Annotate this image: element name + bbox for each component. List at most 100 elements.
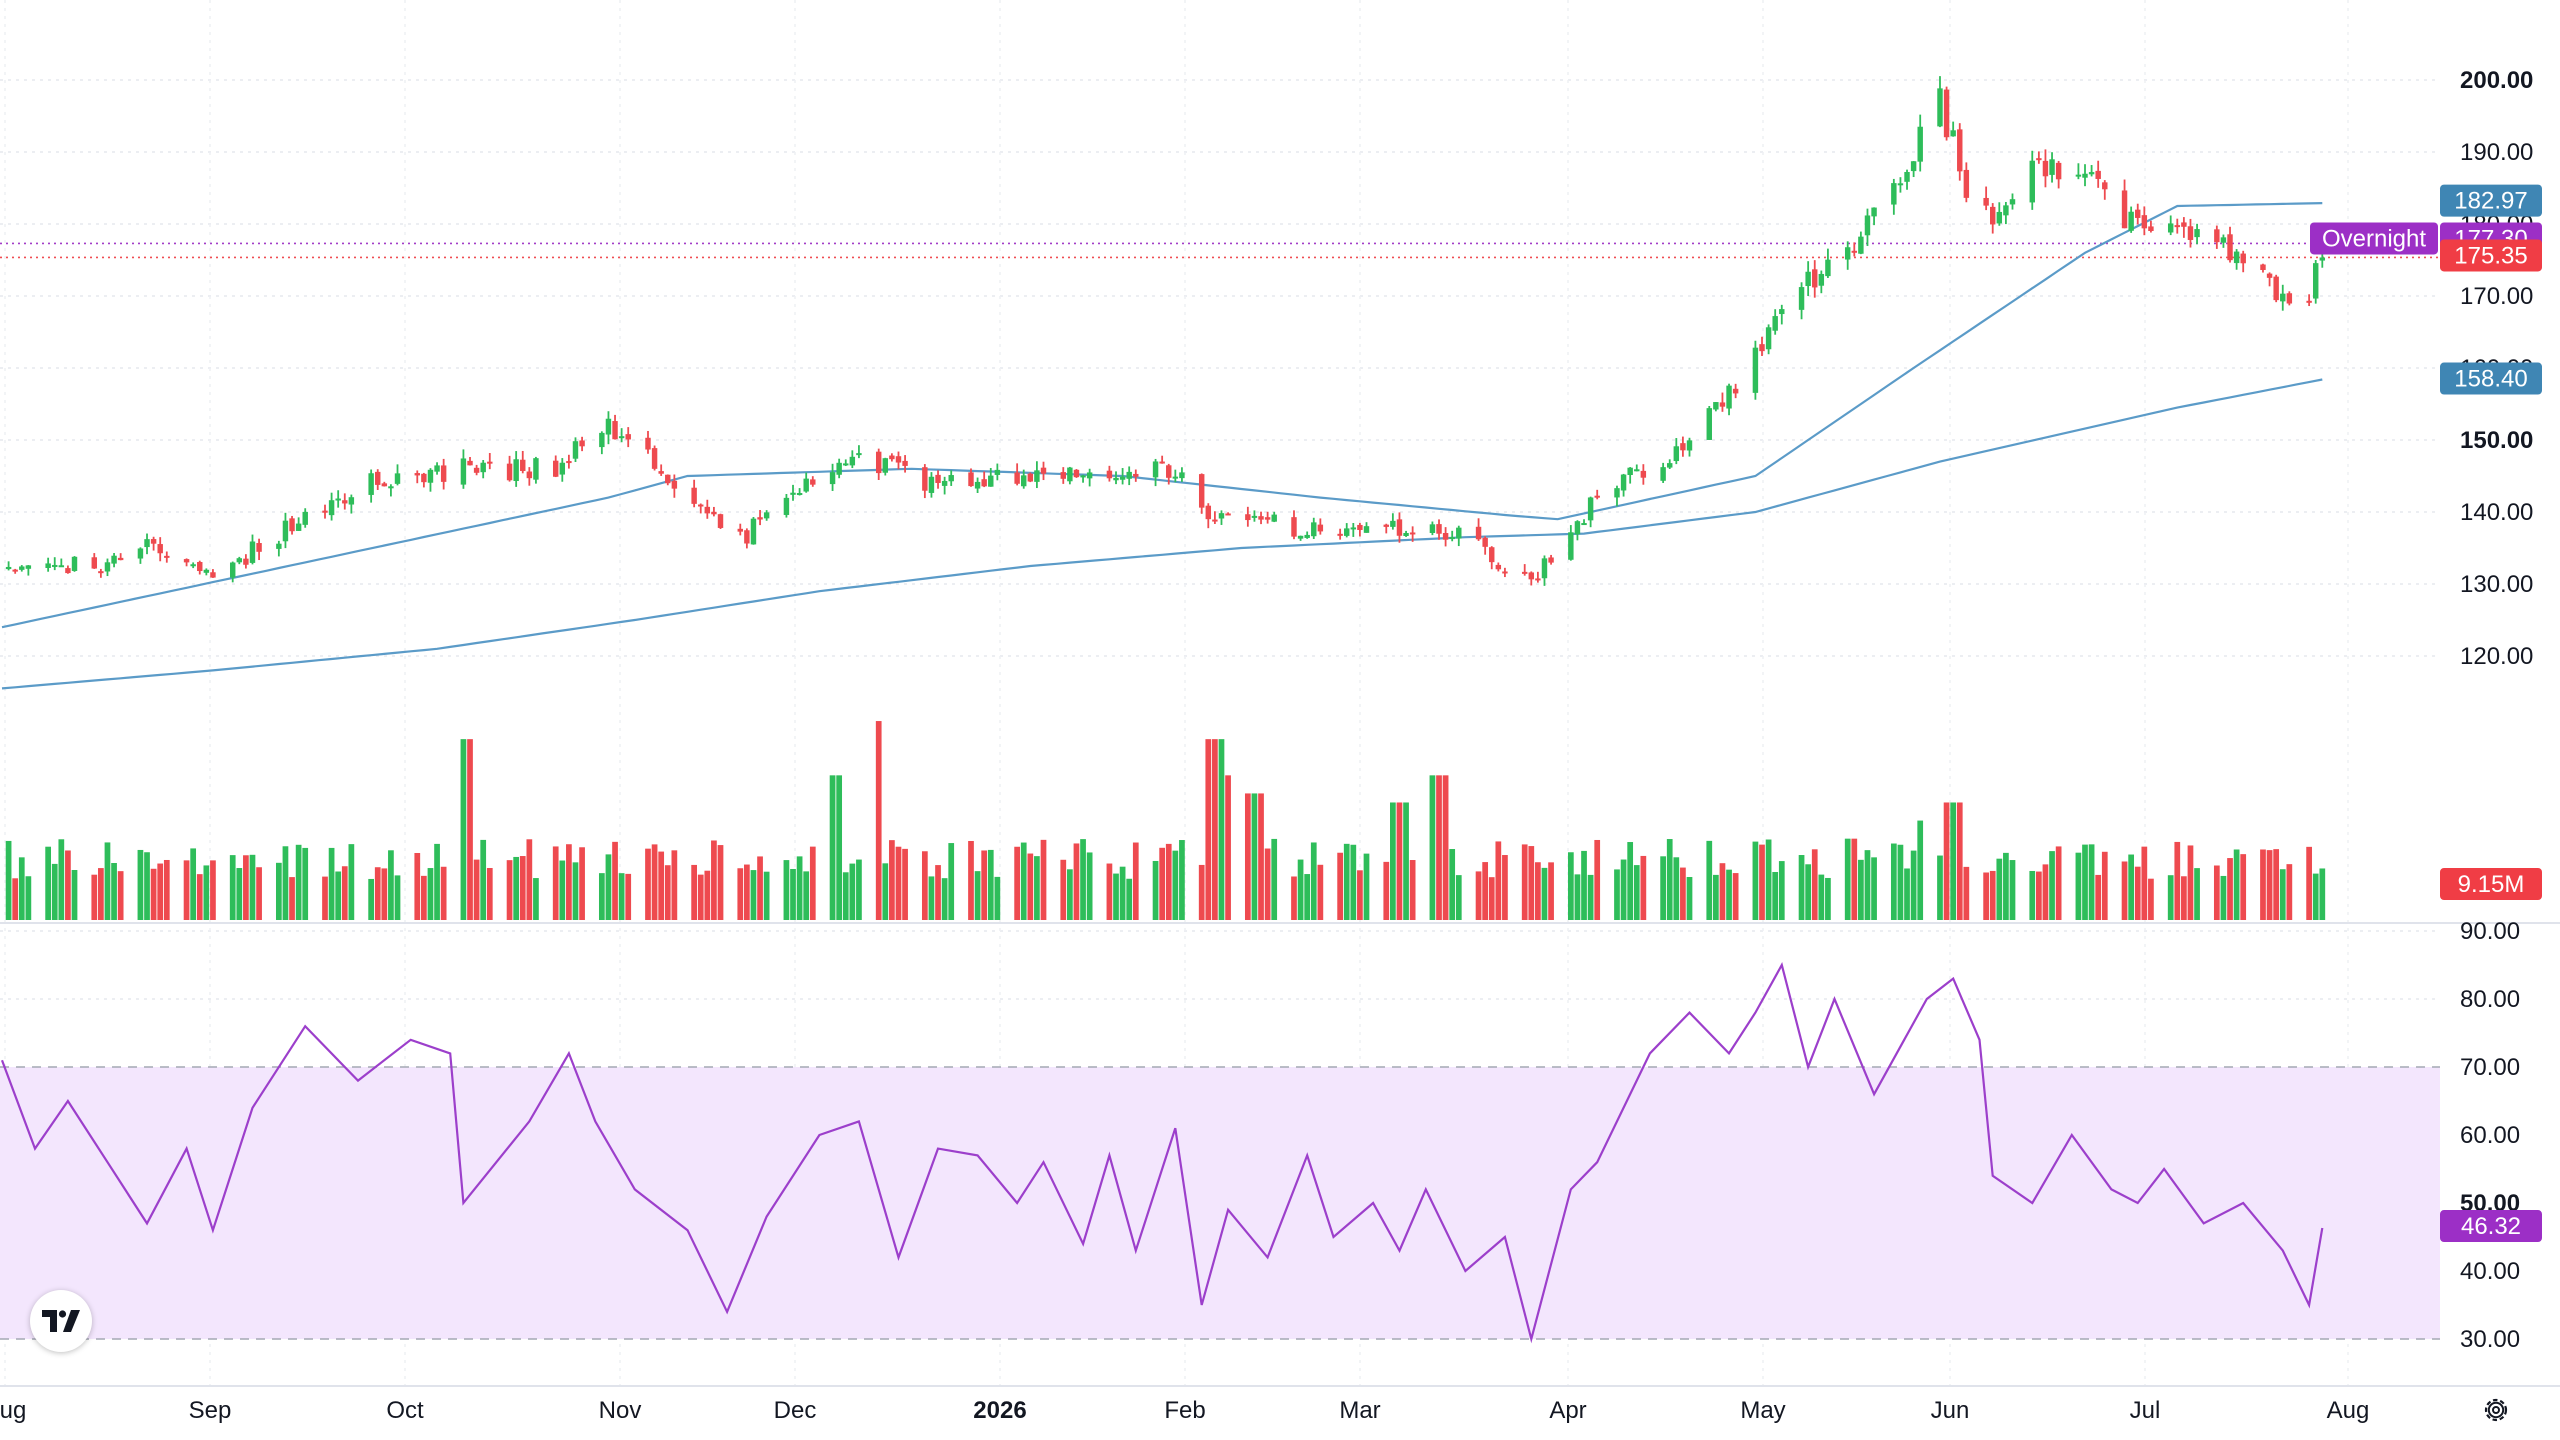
volume-bar bbox=[2260, 849, 2266, 920]
candle-body bbox=[704, 506, 711, 514]
volume-bar bbox=[1956, 802, 1963, 920]
candle-body bbox=[12, 569, 18, 572]
volume-bar bbox=[1119, 866, 1126, 920]
volume-bar bbox=[1020, 842, 1027, 920]
candle-body bbox=[164, 555, 170, 558]
time-label: 2026 bbox=[973, 1397, 1026, 1424]
candle-body bbox=[1027, 473, 1034, 482]
candle-body bbox=[1541, 558, 1548, 579]
volume-bar bbox=[1673, 857, 1680, 920]
volume-bar bbox=[744, 864, 750, 920]
candle bbox=[717, 513, 724, 529]
volume-bar bbox=[1436, 775, 1442, 920]
candle-body bbox=[2286, 293, 2293, 304]
candle bbox=[2095, 160, 2101, 188]
candle bbox=[974, 477, 981, 493]
candle bbox=[2280, 284, 2286, 311]
volume-bar bbox=[1363, 853, 1370, 920]
candle-body bbox=[1264, 517, 1271, 520]
volume-bar bbox=[691, 864, 697, 920]
candle bbox=[1779, 304, 1785, 325]
time-axis[interactable]: Aug Sep Oct Nov Dec 2026 Feb Mar Apr May Jun Jul Aug bbox=[0, 1397, 2369, 1424]
rsi-band-lines bbox=[0, 1066, 2440, 1340]
candle bbox=[2174, 218, 2181, 234]
candle-body bbox=[421, 473, 427, 483]
candle bbox=[744, 528, 750, 549]
candle-body bbox=[144, 539, 150, 548]
candle-body bbox=[1812, 269, 1818, 288]
tradingview-logo[interactable] bbox=[30, 1290, 92, 1352]
volume-bar bbox=[1765, 839, 1772, 920]
candle-body bbox=[796, 493, 803, 496]
candle bbox=[810, 476, 816, 487]
candle bbox=[421, 472, 427, 488]
candle bbox=[473, 464, 480, 476]
volume-bar bbox=[2286, 864, 2293, 920]
volume-bar bbox=[750, 870, 757, 920]
candle bbox=[1040, 461, 1047, 481]
volume-bar bbox=[2134, 866, 2141, 920]
volume-bar bbox=[203, 865, 210, 920]
candle-body bbox=[803, 478, 809, 492]
volume-bar bbox=[137, 849, 144, 920]
volume-bar bbox=[183, 860, 190, 920]
volume-bar bbox=[381, 868, 388, 920]
candle bbox=[1251, 510, 1258, 522]
candle-body bbox=[1983, 197, 1989, 206]
candle-body bbox=[1844, 247, 1851, 260]
candle-body bbox=[849, 456, 856, 466]
candle bbox=[1449, 530, 1455, 542]
candle-body bbox=[1502, 571, 1508, 574]
candle-body bbox=[1917, 126, 1923, 162]
candle-body bbox=[1403, 532, 1409, 537]
time-label: Mar bbox=[1339, 1397, 1380, 1424]
candle-body bbox=[98, 571, 104, 574]
time-label: Sep bbox=[189, 1397, 232, 1424]
volume-bar bbox=[473, 859, 480, 920]
candle-body bbox=[763, 512, 770, 519]
volume-bar bbox=[1442, 775, 1449, 920]
candle-body bbox=[210, 572, 216, 578]
candle-body bbox=[526, 471, 533, 479]
candle-body bbox=[282, 520, 289, 542]
ma-200-line bbox=[1, 378, 2323, 690]
candle bbox=[1383, 523, 1389, 534]
candle-body bbox=[1212, 519, 1218, 522]
volume-bar bbox=[1086, 852, 1093, 920]
candle bbox=[790, 484, 796, 501]
candle-body bbox=[302, 511, 308, 525]
candle bbox=[1073, 469, 1080, 478]
volume-bar bbox=[2101, 851, 2108, 920]
volume-bar bbox=[2306, 846, 2312, 920]
candle-body bbox=[322, 510, 328, 513]
candle-body bbox=[2095, 170, 2101, 179]
volume-bar bbox=[2141, 846, 2148, 920]
settings-gear-icon[interactable] bbox=[2478, 1392, 2514, 1428]
candle-body bbox=[1798, 287, 1805, 310]
volume-bar bbox=[1548, 862, 1554, 920]
candle bbox=[322, 504, 328, 519]
candle-body bbox=[1765, 327, 1772, 350]
volume-bar bbox=[104, 842, 111, 920]
candle bbox=[1126, 466, 1132, 486]
candle-body bbox=[2082, 173, 2088, 178]
volume-bar bbox=[1106, 863, 1113, 920]
candle-body bbox=[1337, 533, 1343, 536]
candle bbox=[1225, 512, 1231, 516]
candle bbox=[1634, 464, 1640, 472]
candle bbox=[2049, 152, 2055, 183]
candle bbox=[1535, 571, 1541, 583]
candle-body bbox=[1706, 408, 1712, 440]
candle-body bbox=[2102, 182, 2108, 190]
candle-body bbox=[1113, 477, 1119, 481]
candle bbox=[1429, 521, 1436, 536]
volume-bar bbox=[1640, 855, 1647, 920]
candle bbox=[526, 467, 533, 486]
volume-bar bbox=[1225, 775, 1231, 920]
candle-body bbox=[243, 558, 249, 565]
volume-bar bbox=[1521, 844, 1528, 920]
candle-body bbox=[2009, 199, 2016, 205]
